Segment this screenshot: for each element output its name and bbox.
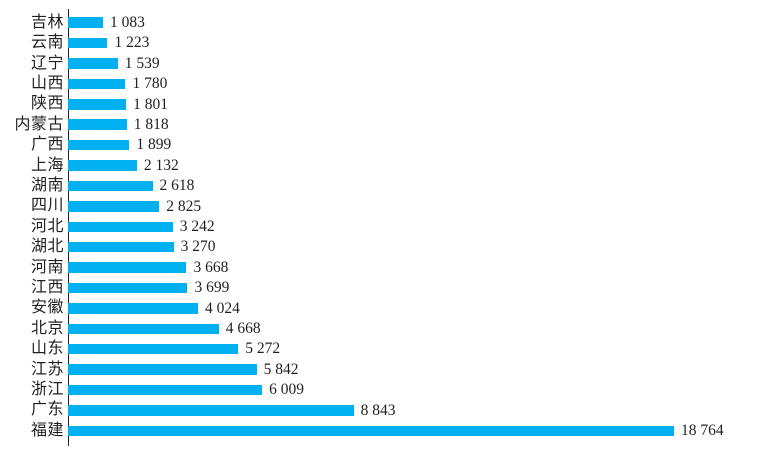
bar-row: 山西 1 780 bbox=[0, 74, 759, 94]
category-label: 福建 bbox=[30, 421, 64, 439]
value-label: 5 272 bbox=[245, 340, 281, 358]
bar bbox=[68, 99, 127, 110]
category-label: 湖北 bbox=[30, 238, 64, 256]
value-label: 3 242 bbox=[179, 218, 215, 236]
value-label: 1 539 bbox=[124, 54, 160, 72]
chart-rows: 吉林 1 083 云南 1 223 辽宁 1 539 山西 1 780 陕西 1 801 内蒙古 1 … bbox=[0, 13, 759, 442]
value-label: 2 132 bbox=[143, 156, 179, 174]
bar-row: 江西 3 699 bbox=[0, 278, 759, 298]
bar-row: 吉林 1 083 bbox=[0, 13, 759, 33]
bar bbox=[68, 303, 198, 314]
bar bbox=[68, 17, 103, 28]
bar-row: 北京 4 668 bbox=[0, 319, 759, 339]
bar-row: 安徽 4 024 bbox=[0, 298, 759, 318]
bar bbox=[68, 343, 239, 355]
category-label: 河北 bbox=[30, 217, 64, 235]
bar bbox=[68, 241, 174, 253]
bar-row: 湖南 2 618 bbox=[0, 176, 759, 196]
bar bbox=[68, 180, 153, 192]
bar-row: 广东 8 843 bbox=[0, 400, 759, 420]
category-label: 山西 bbox=[30, 74, 64, 92]
bar bbox=[68, 139, 130, 151]
value-label: 3 270 bbox=[180, 238, 216, 256]
value-label: 5 842 bbox=[263, 360, 299, 378]
bar bbox=[68, 262, 187, 273]
category-label: 吉林 bbox=[30, 13, 64, 31]
value-label: 4 668 bbox=[225, 320, 261, 338]
bar-row: 云南 1 223 bbox=[0, 33, 759, 53]
bar-row: 广西 1 899 bbox=[0, 135, 759, 155]
bar-row: 陕西 1 801 bbox=[0, 94, 759, 114]
bar-row: 湖北 3 270 bbox=[0, 237, 759, 257]
bar bbox=[68, 384, 263, 396]
value-label: 8 843 bbox=[360, 401, 396, 419]
value-label: 3 699 bbox=[194, 279, 230, 297]
category-label: 内蒙古 bbox=[14, 115, 64, 133]
category-label: 湖南 bbox=[30, 176, 64, 194]
bar-row: 浙江 6 009 bbox=[0, 380, 759, 400]
value-label: 6 009 bbox=[269, 381, 304, 399]
bar-row: 山东 5 272 bbox=[0, 339, 759, 359]
value-label: 2 618 bbox=[159, 177, 195, 195]
value-label: 1 899 bbox=[136, 136, 172, 154]
bar-row: 河北 3 242 bbox=[0, 217, 759, 237]
value-label: 18 764 bbox=[681, 422, 724, 440]
value-label: 2 825 bbox=[166, 197, 202, 215]
value-label: 4 024 bbox=[204, 299, 240, 317]
value-label: 1 780 bbox=[132, 75, 168, 93]
bar bbox=[68, 78, 126, 90]
category-label: 四川 bbox=[30, 197, 64, 215]
bar-row: 福建 18 764 bbox=[0, 421, 759, 441]
category-label: 山东 bbox=[30, 340, 64, 358]
bar-row: 内蒙古 1 818 bbox=[0, 115, 759, 135]
value-label: 1 083 bbox=[109, 13, 145, 31]
bar bbox=[68, 119, 127, 130]
category-label: 北京 bbox=[30, 319, 64, 337]
category-label: 江西 bbox=[30, 278, 64, 296]
category-label: 云南 bbox=[30, 34, 64, 52]
value-label: 1 223 bbox=[114, 34, 150, 52]
bar bbox=[68, 37, 108, 49]
bar bbox=[68, 364, 257, 375]
bar bbox=[68, 201, 160, 212]
value-label: 1 801 bbox=[133, 95, 169, 113]
category-label: 河南 bbox=[30, 258, 64, 276]
category-label: 江苏 bbox=[30, 360, 64, 378]
bar bbox=[68, 221, 173, 233]
value-label: 3 668 bbox=[193, 258, 229, 276]
category-label: 广西 bbox=[30, 136, 64, 154]
value-label: 1 818 bbox=[133, 115, 169, 133]
bar bbox=[68, 323, 219, 335]
category-label: 浙江 bbox=[30, 381, 64, 399]
category-label: 安徽 bbox=[30, 299, 64, 317]
bar-row: 辽宁 1 539 bbox=[0, 53, 759, 73]
category-label: 广东 bbox=[30, 401, 64, 419]
bar bbox=[68, 160, 137, 171]
category-label: 辽宁 bbox=[30, 54, 64, 72]
bar bbox=[68, 405, 354, 416]
bar-row: 四川 2 825 bbox=[0, 196, 759, 216]
bar bbox=[68, 282, 188, 294]
bar-row: 河南 3 668 bbox=[0, 257, 759, 277]
bar-row: 江苏 5 842 bbox=[0, 359, 759, 379]
bar-row: 上海 2 132 bbox=[0, 155, 759, 175]
bar bbox=[68, 58, 118, 69]
category-label: 上海 bbox=[30, 156, 64, 174]
category-label: 陕西 bbox=[30, 95, 64, 113]
bar bbox=[68, 425, 674, 437]
